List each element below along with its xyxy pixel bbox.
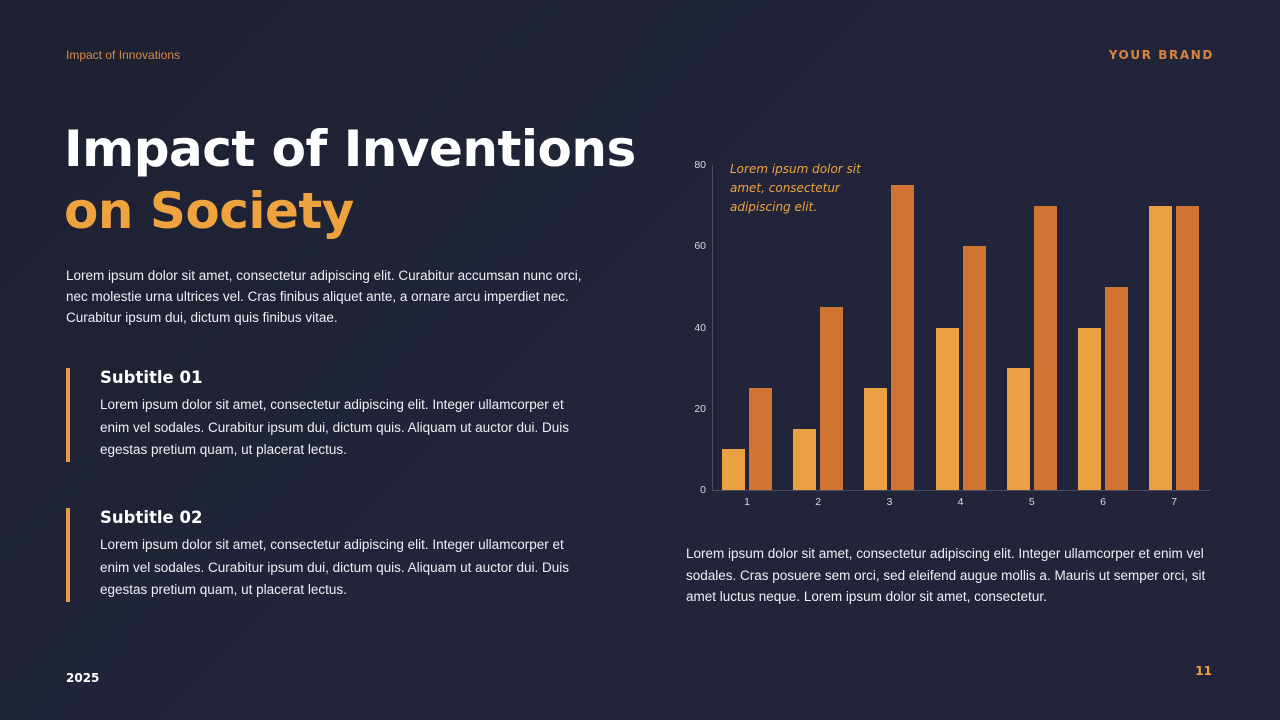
- x-tick-label: 1: [744, 496, 750, 508]
- section-title: Subtitle 01: [100, 368, 203, 387]
- bar-4-series-1: [935, 327, 959, 490]
- bar-chart: Lorem ipsum dolor sit amet, consectetur …: [680, 155, 1220, 515]
- bar-1-series-2: [749, 388, 772, 490]
- breadcrumb: Impact of Innovations: [66, 48, 181, 62]
- y-tick-label: 80: [694, 159, 706, 171]
- x-tick-label: 7: [1171, 496, 1178, 508]
- y-tick-label: 40: [694, 321, 706, 334]
- section-subtitle-01: Subtitle 01 Lorem ipsum dolor sit amet, …: [66, 368, 586, 462]
- x-tick-label: 6: [1100, 496, 1106, 508]
- title-line-2: on Society: [64, 182, 354, 240]
- y-tick-label: 20: [694, 402, 706, 415]
- chart-annotation: Lorem ipsum dolor sit amet, consectetur …: [730, 162, 861, 214]
- bar-5-series-1: [1006, 368, 1030, 490]
- page-number: 11: [1195, 664, 1212, 678]
- title-line-1: Impact of Inventions: [64, 120, 636, 178]
- bar-5-series-2: [1033, 205, 1057, 490]
- section-title: Subtitle 02: [100, 508, 203, 527]
- brand-logo-text: YOUR BRAND: [1108, 48, 1214, 62]
- bar-3-series-2: [891, 185, 915, 490]
- x-axis-line: [712, 490, 1210, 491]
- y-axis-line: [712, 165, 713, 490]
- footer-year: 2025: [66, 671, 100, 685]
- section-body: Lorem ipsum dolor sit amet, consectetur …: [100, 397, 569, 457]
- bar-2-series-2: [820, 307, 844, 490]
- x-tick-label: 4: [957, 496, 964, 508]
- bar-7-series-1: [1149, 205, 1173, 490]
- x-tick-label: 3: [886, 496, 893, 508]
- page-title: Impact of Inventions on Society: [64, 118, 636, 242]
- section-subtitle-02: Subtitle 02 Lorem ipsum dolor sit amet, …: [66, 508, 586, 602]
- x-tick-label: 5: [1028, 496, 1035, 508]
- bar-6-series-2: [1105, 286, 1128, 490]
- x-tick-label: 2: [815, 496, 822, 508]
- intro-paragraph: Lorem ipsum dolor sit amet, consectetur …: [66, 268, 582, 325]
- bar-3-series-1: [864, 388, 888, 490]
- bar-6-series-1: [1078, 327, 1101, 490]
- y-tick-label: 0: [700, 484, 706, 496]
- bar-4-series-2: [962, 246, 986, 490]
- bar-7-series-2: [1176, 205, 1200, 490]
- bar-1-series-1: [722, 449, 745, 490]
- section-body: Lorem ipsum dolor sit amet, consectetur …: [100, 537, 569, 597]
- chart-description: Lorem ipsum dolor sit amet, consectetur …: [686, 546, 1206, 604]
- y-tick-label: 60: [694, 240, 706, 253]
- bar-2-series-1: [793, 429, 817, 490]
